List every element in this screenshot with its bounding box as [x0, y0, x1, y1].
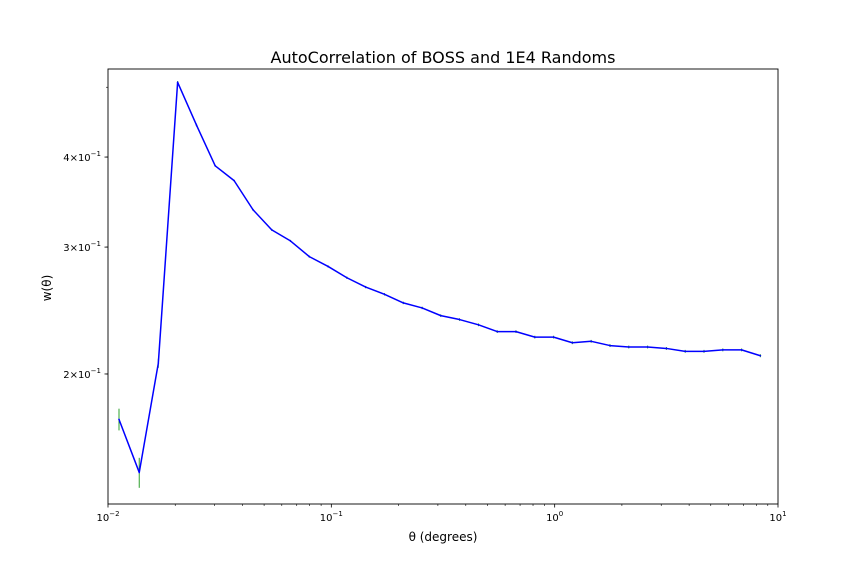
data-point: [421, 307, 423, 309]
data-point: [138, 471, 141, 474]
y-tick-label: 3×10−1: [63, 240, 101, 254]
data-point: [646, 346, 649, 348]
data-point: [590, 340, 592, 343]
data-point: [308, 255, 311, 258]
data-point: [609, 344, 611, 347]
data-point: [176, 81, 179, 84]
data-point: [270, 229, 273, 231]
y-axis-label: w(θ): [40, 275, 54, 302]
data-point: [552, 336, 555, 338]
data-point: [571, 341, 574, 344]
data-point: [534, 336, 536, 338]
y-tick-label: 4×10−1: [63, 150, 101, 164]
x-axis-label: θ (degrees): [409, 530, 478, 544]
x-tick-label: 100: [546, 510, 563, 524]
data-point: [157, 362, 160, 365]
axes: 10−2 10−1 100 101 2×10−1 3×10−1 4×10−1: [63, 68, 787, 524]
data-point: [195, 124, 198, 126]
y-tick-label: 2×10−1: [63, 367, 101, 381]
data-point: [477, 324, 480, 326]
data-point: [346, 276, 348, 279]
data-point: [665, 347, 668, 350]
data-point: [703, 350, 705, 353]
data-point: [458, 318, 461, 321]
data-point: [364, 286, 367, 288]
data-point: [496, 330, 499, 333]
data-point: [327, 265, 329, 268]
data-point: [118, 418, 120, 421]
data-point: [439, 314, 442, 317]
data-point: [759, 354, 762, 357]
axes-frame: [107, 68, 779, 505]
plot-area: [118, 81, 762, 488]
data-point: [233, 179, 235, 182]
data-point: [684, 350, 686, 353]
data-point: [740, 349, 743, 351]
data-point: [383, 293, 386, 296]
data-point: [515, 330, 517, 333]
data-point: [252, 208, 254, 211]
data-point: [627, 346, 630, 348]
data-point: [722, 349, 724, 351]
x-tick-label: 10−1: [320, 510, 343, 524]
chart-title: AutoCorrelation of BOSS and 1E4 Randoms: [271, 48, 616, 67]
x-tick-label: 10−2: [96, 510, 119, 524]
data-point: [214, 164, 217, 167]
data-point: [289, 240, 292, 242]
x-tick-label: 101: [769, 510, 786, 524]
data-point: [402, 302, 405, 304]
